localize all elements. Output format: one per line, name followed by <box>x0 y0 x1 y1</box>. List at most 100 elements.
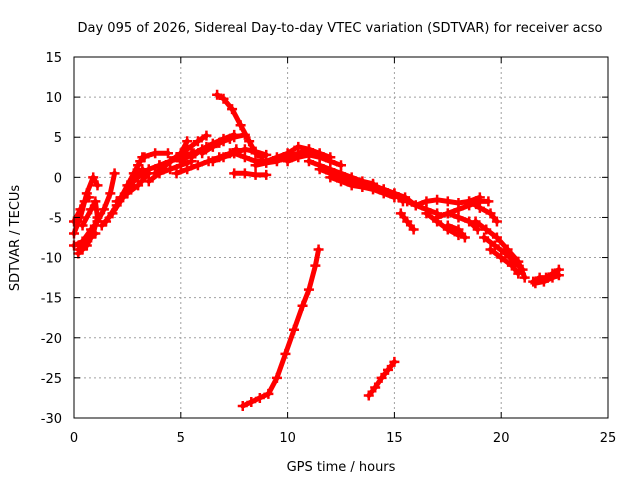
data-point <box>479 232 490 243</box>
data-point <box>137 152 148 163</box>
data-point <box>346 176 357 187</box>
data-point <box>197 148 208 159</box>
data-point <box>496 252 507 263</box>
data-point <box>271 372 282 383</box>
data-point <box>491 232 502 243</box>
y-tick-label: 15 <box>45 51 62 66</box>
data-point <box>201 130 212 141</box>
data-point <box>410 200 421 211</box>
data-point <box>229 132 240 143</box>
series-trace <box>466 198 500 224</box>
data-point <box>162 148 173 159</box>
data-point <box>289 324 300 335</box>
series-arc-as <box>237 244 324 411</box>
x-tick-label: 20 <box>493 431 510 446</box>
y-tick-label: -10 <box>41 252 62 267</box>
data-point <box>235 120 246 131</box>
data-point <box>175 156 186 167</box>
data-point <box>432 212 443 223</box>
series-trace <box>231 170 269 178</box>
data-point <box>186 152 197 163</box>
data-point <box>143 164 154 175</box>
series-trace <box>445 210 481 232</box>
data-point <box>442 208 453 219</box>
data-point <box>470 216 481 227</box>
data-point <box>395 208 406 219</box>
data-point <box>453 204 464 215</box>
series-arc-e <box>73 228 101 255</box>
data-point <box>111 196 122 207</box>
data-point <box>261 156 272 167</box>
series-trace <box>71 194 92 224</box>
data-point <box>237 400 248 411</box>
data-point <box>254 392 265 403</box>
y-tick-label: -20 <box>41 332 62 347</box>
data-point <box>474 202 485 213</box>
series-arc-w <box>229 168 272 180</box>
data-point <box>313 244 324 255</box>
data-point <box>553 270 564 281</box>
series-arc-z <box>282 149 346 171</box>
data-point <box>75 204 86 215</box>
data-point <box>485 208 496 219</box>
data-point <box>171 168 182 179</box>
data-point <box>250 169 261 180</box>
data-point <box>109 168 120 179</box>
data-point <box>538 276 549 287</box>
data-point <box>73 244 84 255</box>
data-point <box>280 348 291 359</box>
data-point <box>303 284 314 295</box>
data-point <box>98 204 109 215</box>
data-point <box>314 164 325 175</box>
data-point <box>90 196 101 207</box>
series-arc-ai <box>421 208 464 241</box>
y-tick-label: 0 <box>54 171 62 186</box>
series-arc-ag <box>395 208 419 235</box>
x-tick-label: 5 <box>177 431 185 446</box>
data-point <box>513 268 524 279</box>
data-point <box>402 216 413 227</box>
series-trace <box>114 170 152 204</box>
data-point <box>105 188 116 199</box>
data-point <box>389 356 400 367</box>
series-arc-at <box>363 356 400 401</box>
data-point <box>530 278 541 289</box>
x-tick-label: 25 <box>600 431 617 446</box>
data-point <box>370 382 381 393</box>
series-arc-ar <box>530 270 564 289</box>
x-tick-label: 10 <box>279 431 296 446</box>
data-point <box>432 194 443 205</box>
data-point <box>393 192 404 203</box>
data-point <box>218 136 229 147</box>
data-point <box>182 164 193 175</box>
data-point <box>154 160 165 171</box>
data-point <box>336 176 346 187</box>
chart-title: Day 095 of 2026, Sidereal Day-to-day VTE… <box>78 21 603 36</box>
series-arc-f <box>92 168 120 227</box>
data-point <box>101 216 112 227</box>
data-point <box>239 152 250 163</box>
data-point <box>310 260 321 271</box>
data-point <box>363 390 374 401</box>
x-tick-label: 15 <box>386 431 403 446</box>
data-point <box>218 152 229 163</box>
data-point <box>485 244 496 255</box>
data-point <box>297 300 308 311</box>
data-point <box>150 148 161 159</box>
data-point <box>547 272 558 283</box>
data-point <box>90 228 101 239</box>
series-arc-am <box>464 196 502 227</box>
data-point <box>83 192 94 203</box>
ticks: 0 5 10 15 20 25 15 10 5 0 -5 -10 -15 -20 -25 -30 <box>41 51 617 446</box>
y-axis-label: SDTVAR / TECUs <box>8 185 23 292</box>
data-point <box>325 172 336 183</box>
data-point <box>459 232 470 243</box>
data-point <box>239 168 250 179</box>
data-point <box>464 196 475 207</box>
y-tick-label: -25 <box>41 372 62 387</box>
data-point <box>442 220 453 231</box>
data-point <box>491 216 502 227</box>
y-tick-label: 10 <box>45 91 62 106</box>
data-point <box>421 196 432 207</box>
data-point <box>303 156 314 167</box>
